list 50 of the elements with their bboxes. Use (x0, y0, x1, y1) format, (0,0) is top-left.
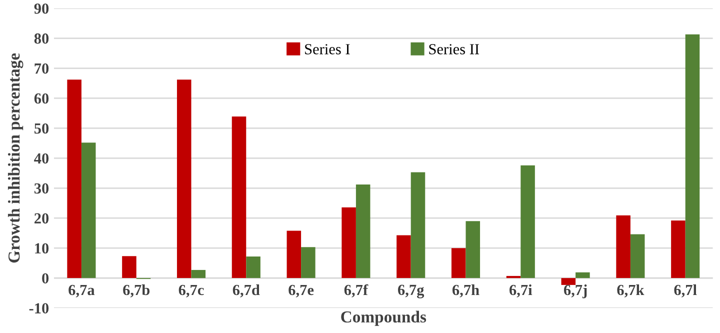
bar (246, 256, 260, 278)
bar (67, 80, 82, 278)
bar (342, 207, 356, 278)
x-tick-label: 6,7g (398, 284, 424, 298)
x-tick-label: 6,7f (344, 284, 368, 298)
y-tick-label: 70 (34, 63, 49, 74)
x-tick-label: 6,7d (232, 284, 260, 298)
bar (630, 234, 645, 278)
bar (81, 142, 96, 278)
y-tick-label: 50 (34, 123, 49, 134)
legend-label: Series II (429, 44, 480, 54)
x-tick-label: 6,7h (452, 284, 480, 298)
bar (122, 256, 136, 278)
bar (561, 278, 576, 285)
bar (356, 184, 370, 278)
bar (616, 215, 630, 278)
bar (286, 230, 302, 278)
x-tick-label: 6,7c (178, 284, 204, 298)
x-tick-label: 6,7j (564, 284, 587, 298)
legend-label: Series I (305, 44, 350, 54)
bar (396, 235, 411, 278)
bar (671, 220, 686, 278)
bar (466, 221, 480, 278)
x-axis-title: Compounds (341, 310, 426, 326)
x-tick-label: 6,7i (510, 284, 532, 298)
x-tick-label: 6,7l (674, 284, 697, 298)
x-tick-label: 6,7e (288, 284, 314, 298)
y-tick-label: 0 (42, 273, 49, 284)
bar (685, 34, 700, 278)
x-tick-label: 6,7b (123, 284, 150, 298)
y-tick-label: 80 (34, 33, 49, 44)
bar (301, 247, 316, 278)
x-tick-label: 6,7a (68, 284, 95, 298)
bar (191, 270, 206, 278)
bar (232, 116, 246, 278)
x-tick-label: 6,7k (617, 284, 644, 298)
y-tick-label: 40 (34, 153, 49, 164)
y-tick-label: 90 (34, 3, 49, 14)
y-tick-label: 10 (35, 243, 49, 254)
bar (176, 80, 192, 278)
bar (451, 248, 466, 278)
y-tick-label: 20 (34, 213, 49, 224)
bar (576, 272, 590, 278)
bar (520, 165, 535, 278)
y-axis-title: Growth inhibition percentage (8, 53, 24, 263)
y-tick-label: -10 (29, 303, 49, 314)
y-tick-label: 30 (34, 183, 49, 194)
bar (410, 172, 426, 278)
bar (506, 276, 521, 278)
y-tick-label: 60 (34, 93, 49, 104)
